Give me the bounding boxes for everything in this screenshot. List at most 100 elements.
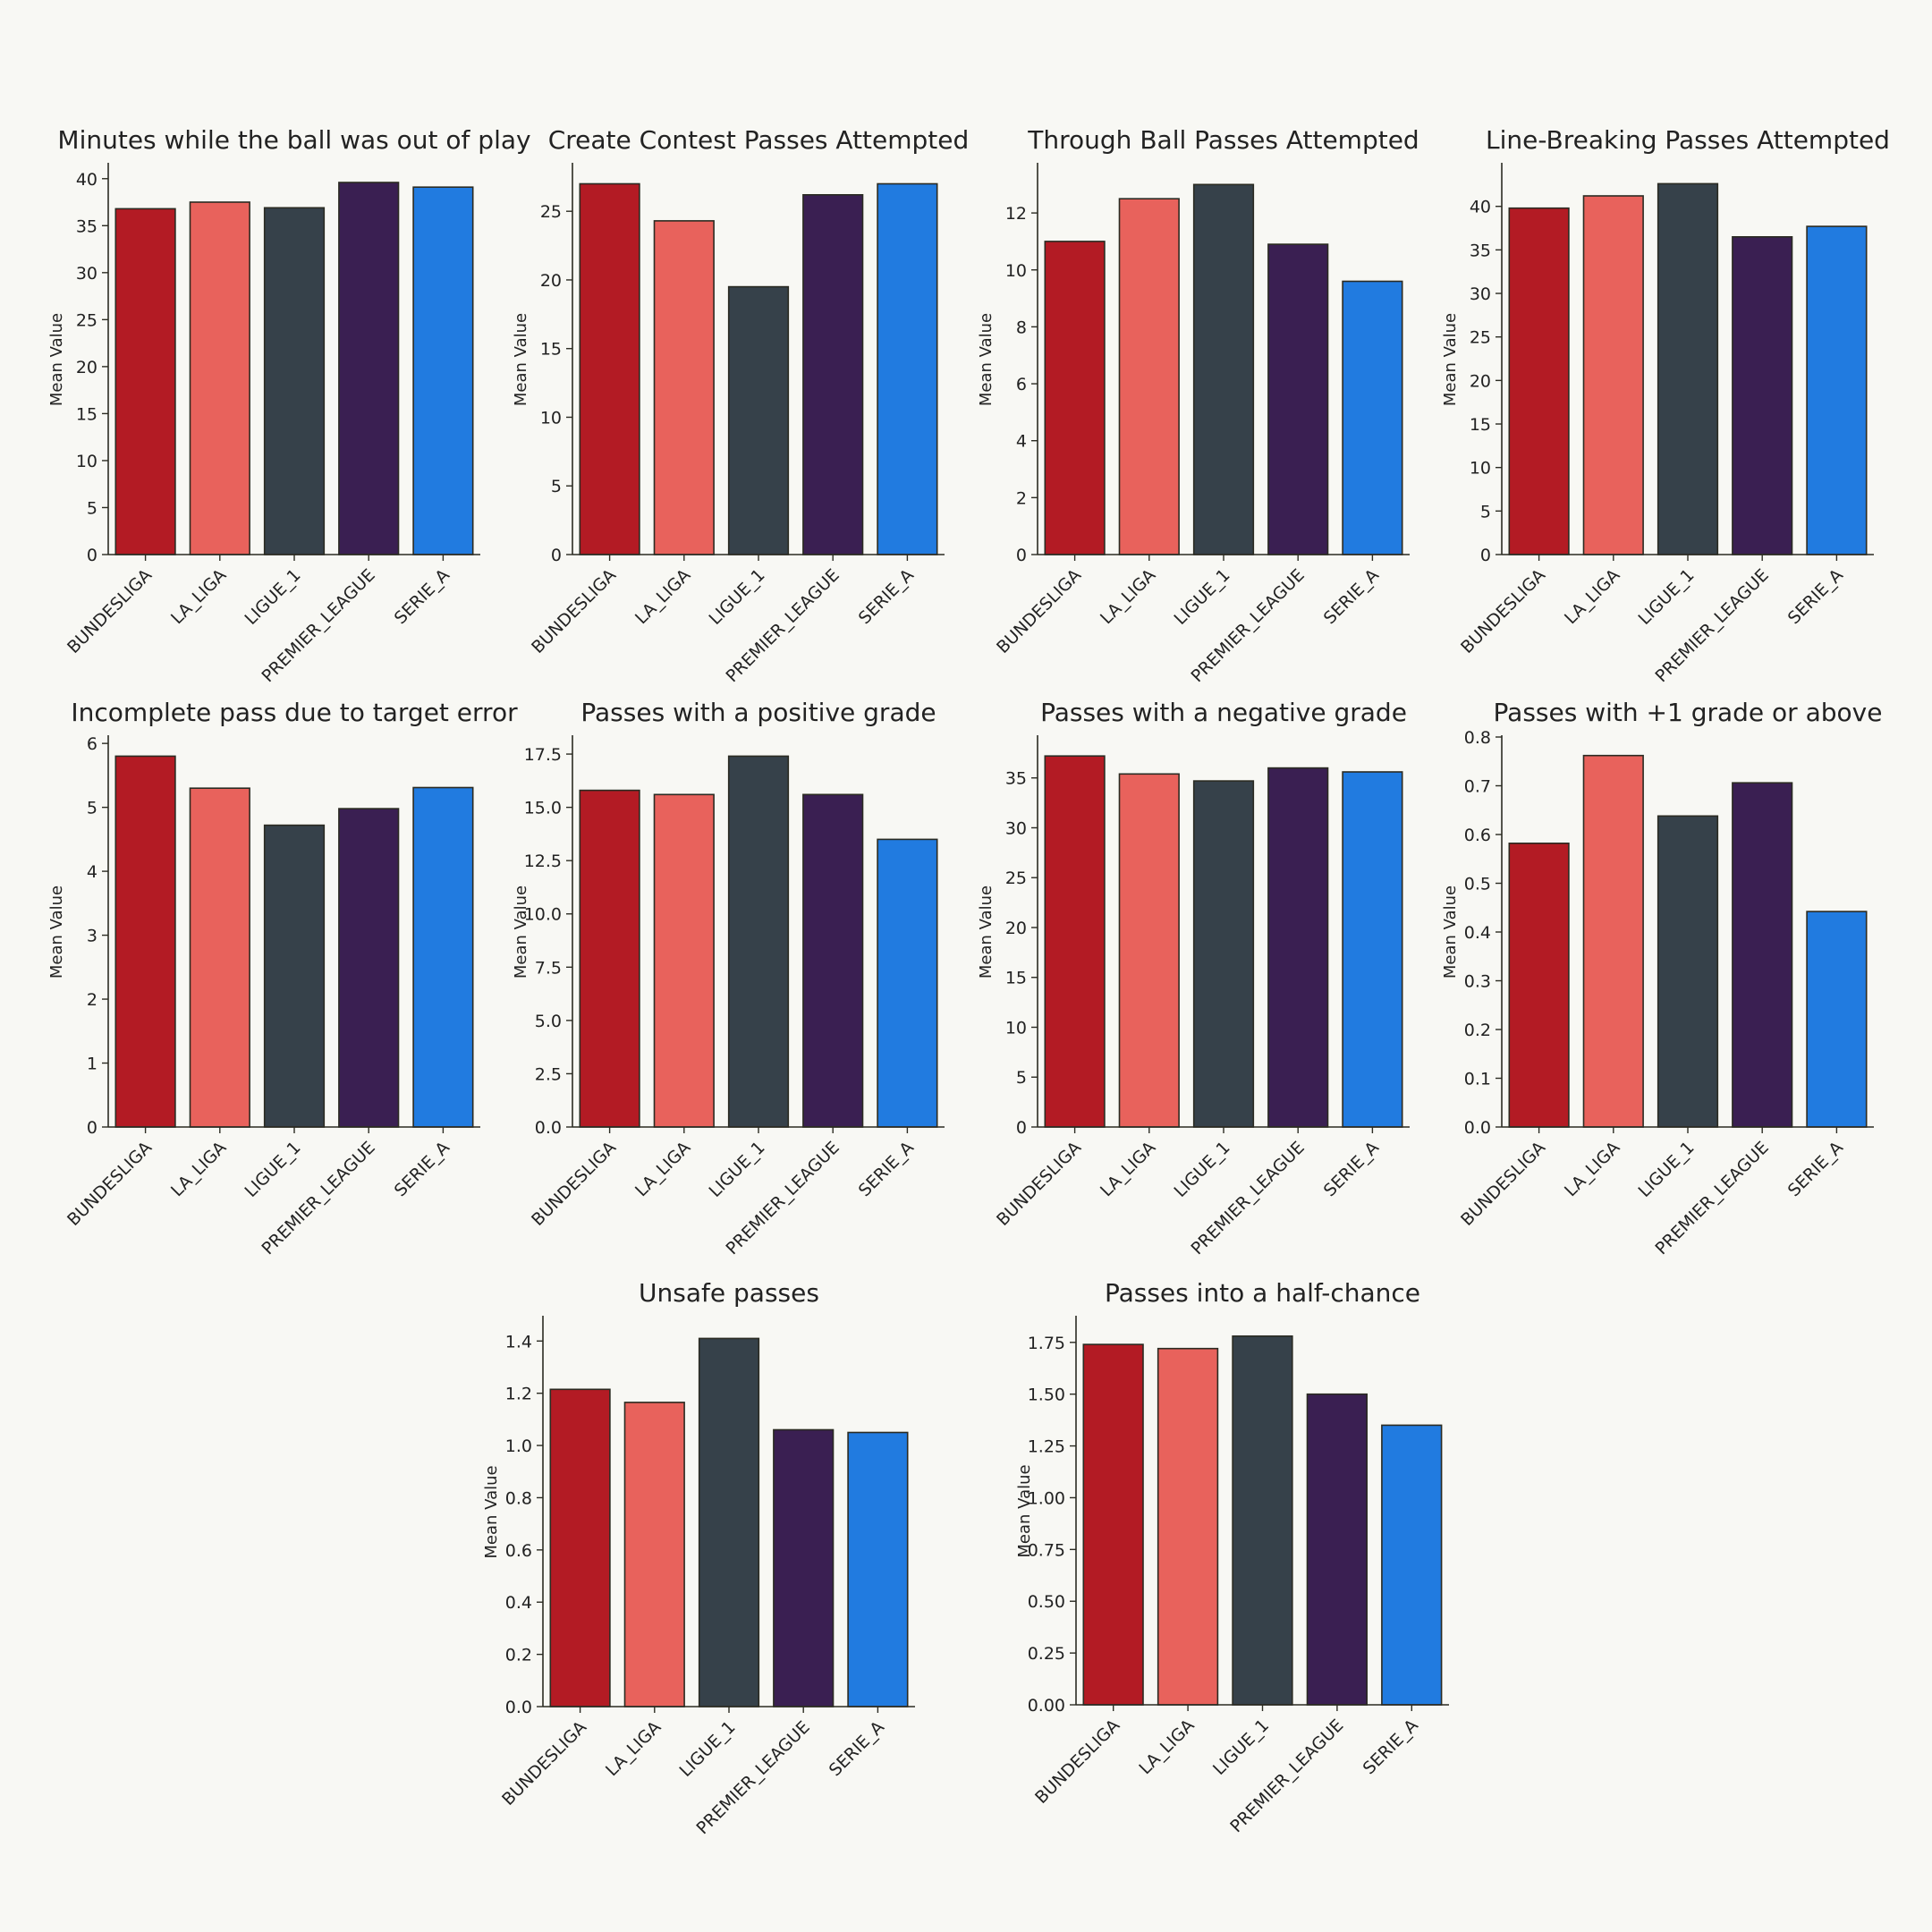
bar-bundesliga [114, 755, 176, 1128]
bar-ligue-1 [1657, 182, 1719, 555]
chart-panel: Create Contest Passes Attempted Mean Valu… [512, 125, 969, 686]
x-tick-label: LA_LIGA [1097, 565, 1159, 628]
y-tick-label: 40 [76, 170, 97, 190]
bar-premier-league [773, 1428, 835, 1707]
bar-premier-league [1732, 782, 1793, 1128]
chart-title: Incomplete pass due to target error [71, 698, 518, 727]
y-tick-label: 2 [1016, 488, 1027, 508]
y-tick-label: 10 [76, 452, 97, 471]
bar-serie-a [412, 186, 474, 555]
y-tick-label: 0.6 [505, 1541, 532, 1561]
y-tick-label: 0 [87, 1118, 97, 1138]
x-tick-label: LIGUE_1 [706, 565, 769, 629]
bar-ligue-1 [1657, 815, 1719, 1128]
y-tick-label: 0.3 [1464, 972, 1491, 992]
y-tick-label: 20 [1470, 371, 1491, 391]
y-tick-label: 12 [1005, 204, 1027, 224]
bar-la-liga [1582, 195, 1644, 555]
chart-title: Create Contest Passes Attempted [548, 125, 970, 155]
x-tick-label: LIGUE_1 [242, 565, 305, 629]
x-tick-label: BUNDESLIGA [64, 1138, 156, 1230]
y-axis-label: Mean Value [47, 313, 66, 406]
y-tick-label: 2 [87, 990, 97, 1010]
y-tick-label: 0.2 [1464, 1021, 1491, 1040]
bar-ligue-1 [263, 207, 326, 555]
y-tick-label: 10 [1470, 459, 1491, 479]
y-tick-label: 3 [87, 927, 97, 946]
x-tick-label: LA_LIGA [1097, 1138, 1159, 1200]
y-tick-label: 0.2 [505, 1646, 532, 1665]
y-tick-label: 1.75 [1028, 1334, 1065, 1353]
y-tick-label: 5 [551, 477, 562, 496]
x-tick-label: BUNDESLIGA [528, 1138, 620, 1230]
bar-premier-league [338, 182, 400, 555]
x-tick-label: SERIE_A [391, 565, 453, 628]
y-tick-label: 8 [1016, 318, 1027, 337]
y-tick-label: 0.0 [1464, 1118, 1491, 1138]
y-tick-label: 1.25 [1028, 1437, 1065, 1457]
y-tick-label: 25 [1470, 328, 1491, 348]
x-tick-label: LIGUE_1 [1635, 565, 1699, 629]
bar-serie-a [877, 838, 938, 1128]
bar-premier-league [802, 793, 864, 1128]
x-tick-label: SERIE_A [1320, 565, 1383, 628]
x-tick-label: LA_LIGA [631, 565, 694, 628]
y-tick-label: 0.4 [1464, 923, 1491, 943]
y-tick-label: 20 [1005, 919, 1027, 938]
y-tick-label: 0 [1016, 546, 1027, 565]
bar-premier-league [1267, 243, 1329, 555]
bar-bundesliga [1044, 755, 1106, 1128]
x-tick-label: BUNDESLIGA [64, 565, 156, 657]
bar-la-liga [623, 1402, 685, 1707]
y-tick-label: 35 [76, 216, 97, 236]
bar-bundesliga [114, 208, 176, 555]
y-tick-label: 0.8 [1464, 728, 1491, 748]
bar-bundesliga [579, 789, 640, 1128]
x-tick-label: BUNDESLIGA [1031, 1716, 1123, 1808]
x-tick-label: SERIE_A [826, 1717, 888, 1780]
y-tick-label: 0 [87, 546, 97, 565]
x-tick-label: SERIE_A [1784, 565, 1847, 628]
y-tick-label: 20 [540, 271, 562, 291]
bar-ligue-1 [1192, 780, 1255, 1128]
y-tick-label: 6 [87, 734, 97, 754]
bar-premier-league [1732, 235, 1793, 555]
y-tick-label: 0 [551, 546, 562, 565]
x-tick-label: SERIE_A [391, 1138, 453, 1200]
bar-premier-league [802, 194, 864, 555]
chart-title: Through Ball Passes Attempted [1027, 125, 1419, 155]
y-tick-label: 0.5 [1464, 875, 1491, 894]
y-axis-label: Mean Value [47, 886, 66, 979]
chart-panel: Passes with a negative grade Mean Value 0 5… [977, 698, 1410, 1258]
x-tick-label: BUNDESLIGA [498, 1717, 590, 1809]
y-tick-label: 12.5 [524, 852, 562, 871]
y-tick-label: 0.4 [505, 1593, 532, 1613]
x-tick-label: LA_LIGA [1561, 1138, 1623, 1200]
y-tick-label: 10 [1005, 261, 1027, 281]
chart-panel: Line-Breaking Passes Attempted Mean Value… [1441, 125, 1890, 686]
y-tick-label: 20 [76, 358, 97, 377]
y-tick-label: 0.75 [1028, 1540, 1065, 1560]
y-tick-label: 0.0 [535, 1118, 562, 1138]
bar-ligue-1 [263, 824, 326, 1128]
x-tick-label: BUNDESLIGA [993, 565, 1085, 657]
y-tick-label: 0 [1016, 1118, 1027, 1138]
y-tick-label: 35 [1005, 769, 1027, 789]
y-tick-label: 4 [1016, 432, 1027, 452]
y-tick-label: 2.5 [535, 1064, 562, 1084]
bar-ligue-1 [1192, 183, 1255, 555]
x-tick-label: SERIE_A [1320, 1138, 1383, 1200]
y-tick-label: 7.5 [535, 958, 562, 978]
y-tick-label: 0 [1480, 546, 1491, 565]
chart-panel: Passes with a positive grade Mean Value 0.… [512, 698, 945, 1258]
x-tick-label: LIGUE_1 [676, 1717, 740, 1781]
bar-bundesliga [1508, 207, 1570, 555]
y-tick-label: 10 [1005, 1018, 1027, 1038]
y-tick-label: 6 [1016, 375, 1027, 394]
chart-title: Passes with +1 grade or above [1494, 698, 1883, 727]
bar-serie-a [877, 182, 938, 555]
y-tick-label: 5 [87, 799, 97, 818]
bar-bundesliga [549, 1388, 611, 1707]
bar-serie-a [847, 1431, 909, 1707]
